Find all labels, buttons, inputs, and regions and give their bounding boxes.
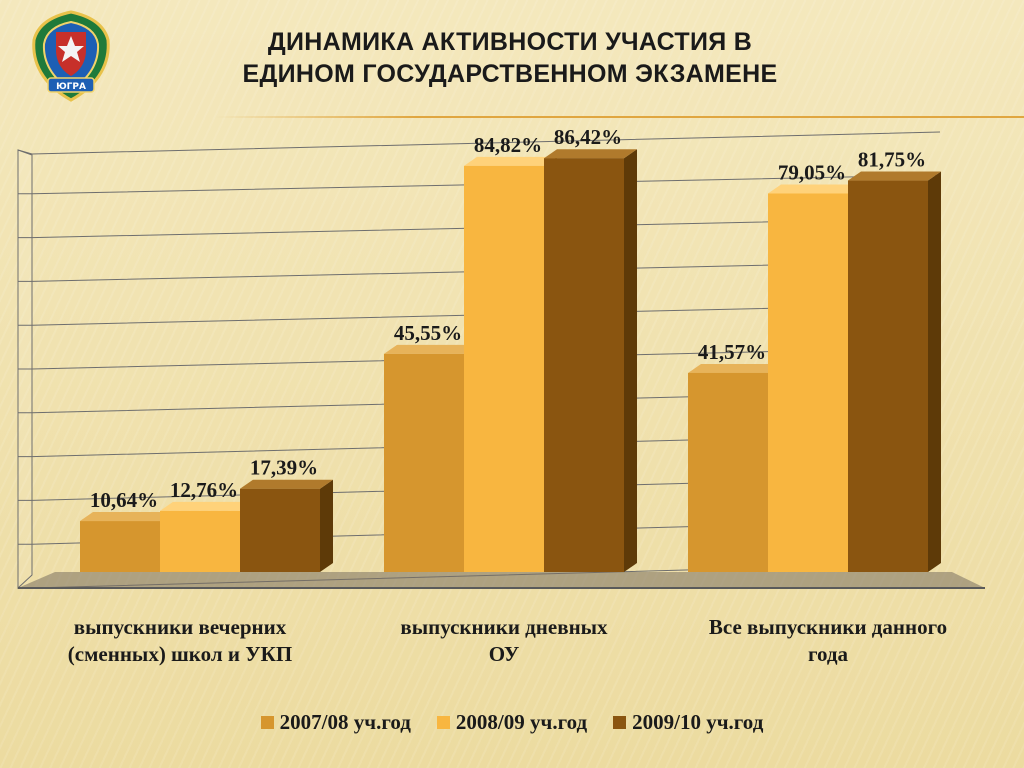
bar-value-label: 86,42%	[554, 125, 622, 149]
bar-top	[464, 156, 557, 166]
bar-side	[624, 149, 637, 573]
bar-value-label: 84,82%	[474, 133, 542, 157]
coat-of-arms-emblem: ЮГРА	[32, 10, 110, 102]
gridline	[17, 131, 941, 155]
bar	[768, 184, 861, 573]
emblem-text: ЮГРА	[56, 82, 86, 92]
gridline	[18, 390, 941, 414]
bar-front	[848, 180, 928, 572]
bar	[688, 363, 781, 572]
title-divider	[215, 116, 1024, 118]
gridline	[18, 174, 941, 195]
bar-top	[768, 184, 861, 194]
legend-label: 2007/08 уч.год	[279, 710, 411, 734]
title-line-1: ДИНАМИКА АКТИВНОСТИ УЧАСТИЯ В	[267, 28, 753, 56]
bar-top	[240, 479, 333, 489]
bar-front	[688, 372, 768, 572]
category-label-line: ОУ	[488, 642, 520, 666]
bar	[544, 149, 637, 573]
bar-front	[80, 521, 160, 572]
bar-value-label: 10,64%	[90, 488, 158, 512]
category-label-line: (сменных) школ и УКП	[67, 642, 293, 666]
bar-front	[544, 158, 624, 573]
category-label-line: Все выпускники данного	[708, 615, 948, 639]
bar-side	[320, 479, 333, 572]
legend-label: 2009/10 уч.год	[632, 710, 764, 734]
category-label-line: выпускники вечерних	[73, 615, 287, 639]
bar-value-label: 12,76%	[170, 478, 238, 502]
gridline	[18, 519, 941, 545]
bar-top	[80, 512, 173, 522]
bar	[848, 171, 941, 572]
category-label-line: года	[807, 642, 849, 666]
page-title: ДИНАМИКА АКТИВНОСТИ УЧАСТИЯ В ЕДИНОМ ГОС…	[150, 26, 870, 90]
category-label-day-schools: выпускники дневных ОУ	[354, 614, 654, 668]
legend-item-2009-10: 2009/10 уч.год	[613, 710, 763, 735]
bar-value-label: 17,39%	[250, 456, 318, 480]
legend-swatch	[613, 716, 627, 729]
bar-value-label: 81,75%	[858, 148, 926, 172]
bar-front	[384, 353, 464, 572]
bar-value-label: 45,55%	[394, 321, 462, 345]
bar	[464, 156, 557, 572]
bar	[240, 479, 333, 572]
bar	[384, 344, 477, 572]
bar-top	[160, 501, 253, 511]
category-label-evening-schools: выпускники вечерних (сменных) школ и УКП	[30, 614, 330, 668]
title-line-2: ЕДИНОМ ГОСУДАРСТВЕННОМ ЭКЗАМЕНЕ	[242, 60, 778, 88]
bar-front	[160, 510, 240, 572]
chart-walls	[17, 131, 985, 590]
gridline	[18, 260, 941, 282]
category-label-line: выпускники дневных	[400, 615, 608, 639]
chart-bars	[80, 149, 941, 573]
bar-top	[688, 363, 781, 373]
chart-floor	[18, 572, 985, 588]
bar	[160, 501, 253, 572]
bar-front	[240, 488, 320, 572]
bar-side	[928, 171, 941, 572]
chart-legend: 2007/08 уч.год 2008/09 уч.год 2009/10 уч…	[0, 710, 1024, 735]
gridline	[18, 303, 941, 326]
legend-swatch	[436, 716, 450, 729]
gridline	[18, 476, 941, 501]
bar-top	[544, 149, 637, 159]
bar-top	[848, 171, 941, 181]
bar	[80, 512, 173, 572]
gridline	[18, 347, 941, 370]
bar-top	[384, 344, 477, 354]
legend-item-2008-09: 2008/09 уч.год	[436, 710, 588, 735]
bar-front	[768, 193, 848, 573]
category-label-all-graduates: Все выпускники данного года	[678, 614, 978, 668]
gridline	[18, 433, 941, 458]
gridline	[18, 217, 941, 239]
chart-value-labels: 10,64% 12,76% 17,39% 45,55% 84,82% 86,42% 41,5…	[90, 125, 926, 512]
legend-swatch	[260, 716, 274, 729]
bar-value-label: 41,57%	[698, 340, 766, 364]
legend-item-2007-08: 2007/08 уч.год	[260, 710, 411, 735]
bar-value-label: 79,05%	[778, 160, 846, 184]
legend-label: 2008/09 уч.год	[455, 710, 588, 734]
bar-front	[464, 165, 544, 572]
